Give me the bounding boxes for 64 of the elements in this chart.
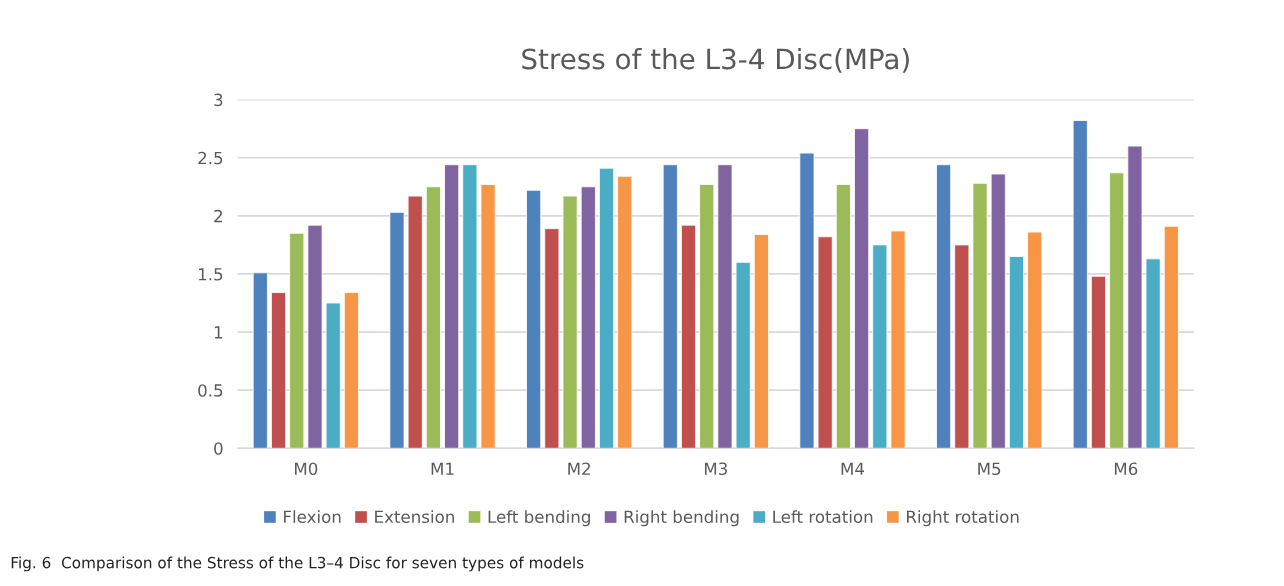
y-tick-label: 1.5	[198, 268, 223, 281]
bar	[389, 211, 405, 449]
bar	[1072, 120, 1088, 449]
caption: Fig. 6 Comparison of the Stress of the L3–4 Disc for seven types of models	[11, 556, 584, 572]
bar	[544, 228, 560, 449]
bar	[972, 182, 988, 449]
bar	[252, 272, 268, 449]
bar	[954, 244, 970, 449]
bar	[462, 164, 478, 449]
bar	[617, 175, 633, 449]
bar	[1109, 172, 1125, 449]
bar	[872, 244, 888, 449]
legend-label: Left rotation	[773, 510, 873, 524]
y-tick-label: 0.5	[198, 384, 223, 397]
bar	[526, 189, 542, 449]
x-tick-label: M3	[704, 462, 727, 476]
bar	[407, 195, 423, 449]
bar	[835, 184, 851, 449]
bar	[936, 164, 952, 449]
y-tick-label: 2.5	[198, 151, 223, 165]
bar	[817, 236, 833, 449]
bar	[444, 164, 460, 449]
y-tick-label: 2	[214, 209, 222, 223]
bar	[480, 184, 496, 449]
bar	[1027, 231, 1043, 449]
bar	[854, 128, 870, 449]
x-tick-label: M5	[978, 462, 1001, 476]
bar	[343, 292, 359, 449]
bar	[1090, 275, 1106, 449]
bar	[680, 224, 697, 449]
x-tick-label: M2	[568, 462, 590, 475]
bar	[699, 184, 715, 449]
chart-title: Stress of the L3-4 Disc(MPa)	[522, 47, 909, 73]
bar	[598, 167, 615, 449]
x-tick-label: M4	[841, 462, 865, 475]
legend-label: Right bending	[624, 510, 739, 527]
bar	[562, 195, 578, 449]
x-tick-label: M1	[431, 462, 454, 475]
legend-label: Left bending	[488, 510, 590, 527]
legend-label: Right rotation	[907, 510, 1019, 527]
bar	[425, 186, 441, 449]
legend-label: Extension	[375, 510, 454, 524]
legend-label: Flexion	[284, 510, 341, 524]
x-tick-label: M6	[1114, 462, 1138, 476]
bar	[799, 152, 815, 449]
x-tick-label: M0	[295, 462, 318, 476]
bar	[1127, 145, 1143, 449]
y-tick-label: 1	[214, 326, 223, 339]
bar	[735, 261, 751, 449]
bar	[1145, 258, 1161, 449]
y-tick-label: 3	[214, 93, 223, 107]
bar	[289, 232, 305, 449]
bar	[325, 302, 341, 449]
bar	[662, 164, 678, 449]
bar	[990, 173, 1006, 449]
bar	[1163, 225, 1179, 449]
y-tick-label: 0	[214, 442, 223, 455]
bar	[890, 230, 906, 449]
bar	[1008, 256, 1024, 449]
bar	[717, 164, 733, 449]
bar	[580, 186, 596, 449]
bar	[753, 234, 769, 449]
bar	[271, 292, 287, 449]
bar	[307, 224, 323, 449]
